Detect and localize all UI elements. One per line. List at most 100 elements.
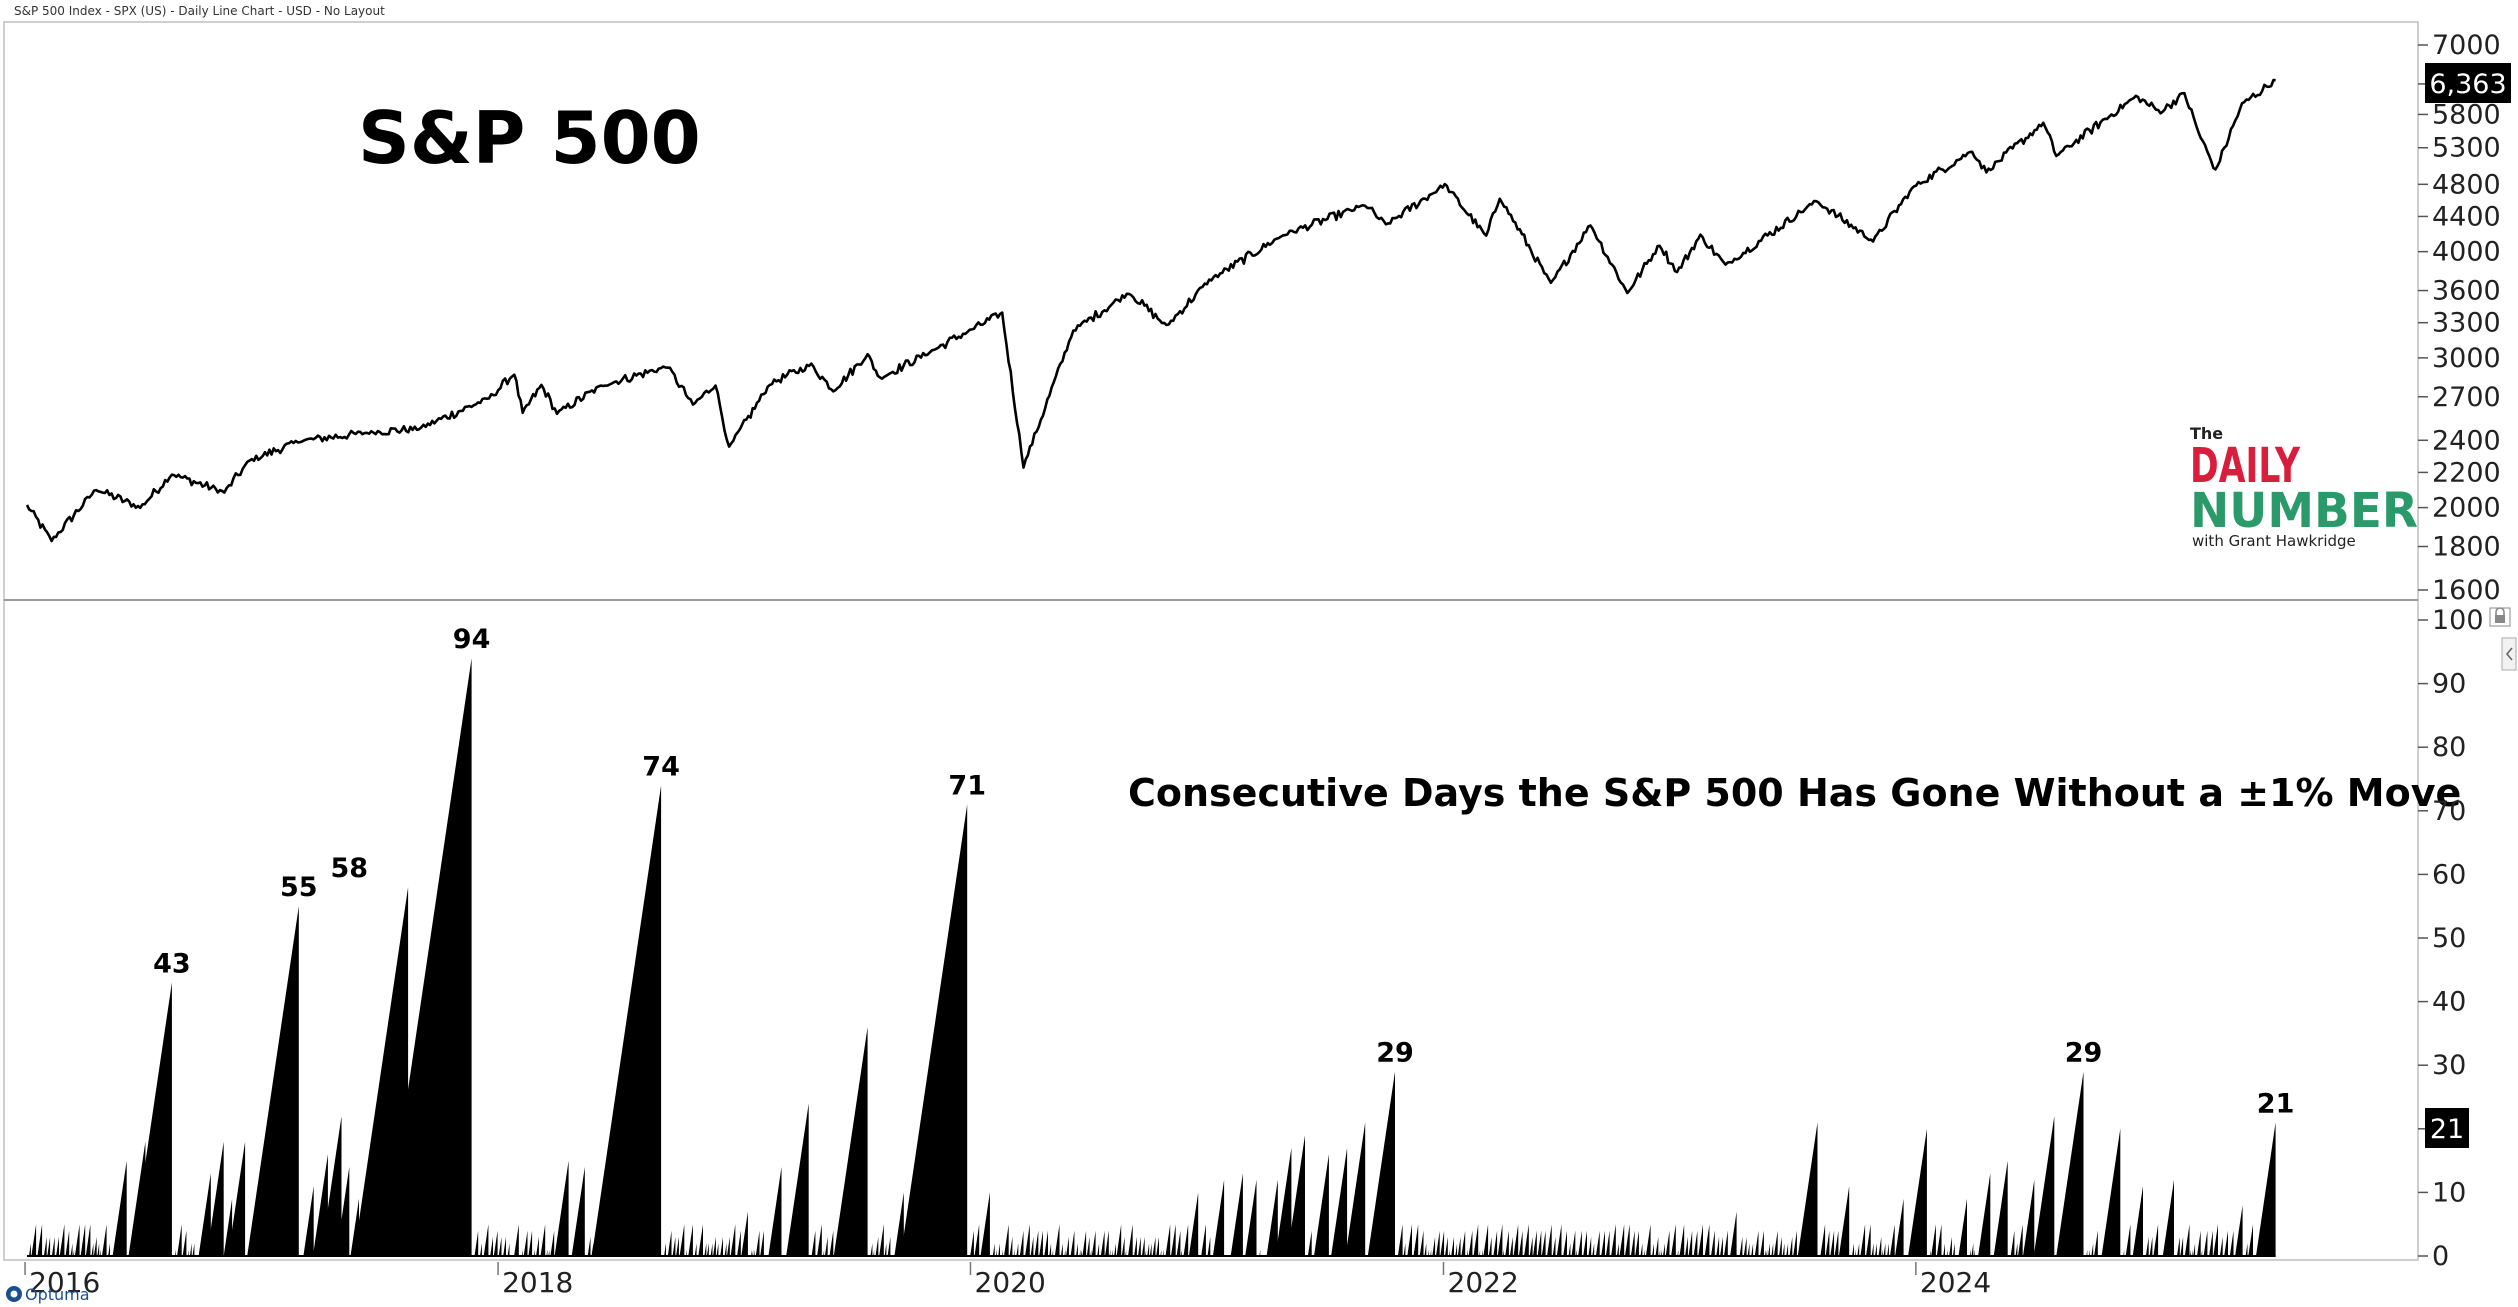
streak-minor-spike — [1165, 1224, 1171, 1256]
streak-minor-spike — [727, 1236, 730, 1256]
streak-minor-spike — [1665, 1230, 1670, 1256]
streak-minor-spike — [474, 1230, 479, 1256]
streak-minor-spike — [829, 1230, 834, 1256]
streak-minor-spike — [533, 1249, 535, 1256]
streak-minor-spike — [664, 1243, 666, 1256]
streak-minor-spike — [1751, 1243, 1754, 1256]
streak-minor-spike — [755, 1230, 760, 1256]
streak-y-axis: 1009080706050403020100 — [2418, 605, 2484, 1272]
streak-minor-spike — [1019, 1230, 1024, 1256]
streak-minor-spike — [1430, 1249, 1432, 1256]
streak-minor-spike — [676, 1236, 679, 1256]
streak-minor-spike — [1419, 1230, 1424, 1256]
streak-minor-spike — [1878, 1236, 1882, 1256]
streak-minor-spike — [1883, 1243, 1886, 1256]
streak-minor-spike — [1568, 1243, 1571, 1256]
streak-minor-spike — [1407, 1224, 1412, 1256]
streak-minor-spike — [1086, 1236, 1090, 1256]
streak-minor-spike — [667, 1230, 672, 1256]
streak-minor-spike — [1171, 1224, 1176, 1256]
streak-minor-spike — [992, 1243, 995, 1256]
streak-run-spike — [894, 1192, 904, 1256]
streak-minor-spike — [1424, 1243, 1427, 1256]
streak-minor-spike — [31, 1224, 37, 1256]
streak-minor-spike — [760, 1230, 764, 1256]
streak-minor-spike — [1671, 1224, 1676, 1256]
streak-minor-spike — [1771, 1243, 1774, 1256]
price-last-value-text: 6,363 — [2429, 69, 2506, 100]
streak-y-tick-label: 90 — [2432, 669, 2466, 700]
streak-minor-spike — [710, 1243, 713, 1256]
streak-minor-spike — [1541, 1230, 1546, 1256]
streak-run-spike — [514, 1224, 519, 1256]
streak-run-spike — [1838, 1186, 1850, 1256]
streak-minor-spike — [2153, 1224, 2159, 1256]
streak-minor-spike — [686, 1249, 687, 1256]
streak-minor-spike — [80, 1224, 86, 1256]
streak-y-tick-label: 100 — [2432, 605, 2484, 636]
streak-minor-spike — [177, 1224, 182, 1256]
streak-minor-spike — [1881, 1249, 1883, 1256]
streak-minor-spike — [1529, 1236, 1533, 1256]
streak-minor-spike — [2086, 1249, 2088, 1256]
streak-minor-spike — [74, 1224, 80, 1256]
streak-minor-spike — [503, 1236, 506, 1256]
streak-minor-spike — [1457, 1236, 1461, 1256]
streak-y-tick-label: 40 — [2432, 987, 2466, 1018]
streak-minor-spike — [65, 1230, 70, 1256]
streak-run-spike — [2162, 1179, 2174, 1256]
streak-peak-labels: 43 55 58 94 74 71 29 29 21 — [153, 624, 2294, 1119]
optuma-logo: Optuma — [6, 1285, 90, 1304]
streak-minor-spike — [1583, 1230, 1587, 1256]
streak-peak-label: 43 — [153, 949, 191, 980]
streak-minor-spike — [1698, 1224, 1703, 1256]
streak-run-spike — [554, 1160, 569, 1256]
streak-minor-spike — [1834, 1230, 1839, 1256]
streak-minor-spike — [1644, 1249, 1645, 1256]
streak-minor-spike — [56, 1236, 59, 1256]
streak-run-spike — [741, 1211, 748, 1256]
streak-minor-spike — [70, 1243, 73, 1256]
streak-minor-spike — [1661, 1249, 1662, 1256]
streak-minor-spike — [1432, 1236, 1436, 1256]
streak-minor-spike — [1060, 1243, 1063, 1256]
streak-minor-spike — [2209, 1230, 2213, 1256]
streak-run-spike — [1797, 1122, 1818, 1256]
streak-minor-spike — [2088, 1249, 2090, 1256]
price-y-tick-label: 2200 — [2432, 457, 2501, 488]
streak-y-tick-label: 0 — [2432, 1241, 2449, 1272]
chevron-left-icon[interactable] — [2501, 637, 2517, 671]
streak-y-tick-label: 80 — [2432, 732, 2466, 763]
streak-minor-spike — [1109, 1249, 1111, 1256]
streak-peak-label: 58 — [331, 853, 369, 884]
streak-minor-spike — [1125, 1249, 1127, 1256]
streak-minor-spike — [1679, 1224, 1685, 1256]
streak-minor-spike — [811, 1230, 816, 1256]
streak-minor-spike — [1625, 1224, 1630, 1256]
streak-run-spike — [1993, 1160, 2008, 1256]
streak-minor-spike — [1971, 1243, 1974, 1256]
streak-minor-spike — [875, 1236, 879, 1256]
streak-run-spike — [2023, 1179, 2035, 1256]
streak-minor-spike — [694, 1243, 697, 1256]
streak-minor-spike — [1830, 1230, 1835, 1256]
streak-minor-spike — [1307, 1230, 1312, 1256]
streak-minor-spike — [750, 1249, 752, 1256]
streak-minor-spike — [521, 1249, 523, 1256]
streak-minor-spike — [182, 1230, 187, 1256]
streak-minor-spike — [1663, 1243, 1665, 1256]
streak-minor-spike — [1866, 1224, 1871, 1256]
price-line — [25, 78, 2276, 543]
x-tick-label: 2022 — [1448, 1266, 1519, 1299]
streak-minor-spike — [1890, 1224, 1895, 1256]
streak-minor-spike — [1502, 1249, 1504, 1256]
streak-minor-spike — [1931, 1224, 1936, 1256]
streak-minor-spike — [879, 1224, 884, 1256]
lock-icon[interactable] — [2489, 607, 2511, 627]
streak-minor-spike — [1397, 1224, 1403, 1256]
streak-minor-spike — [1973, 1249, 1975, 1256]
streak-y-tick-label: 10 — [2432, 1177, 2466, 1208]
streak-run-spike — [1908, 1128, 1927, 1256]
streak-minor-spike — [51, 1236, 55, 1256]
